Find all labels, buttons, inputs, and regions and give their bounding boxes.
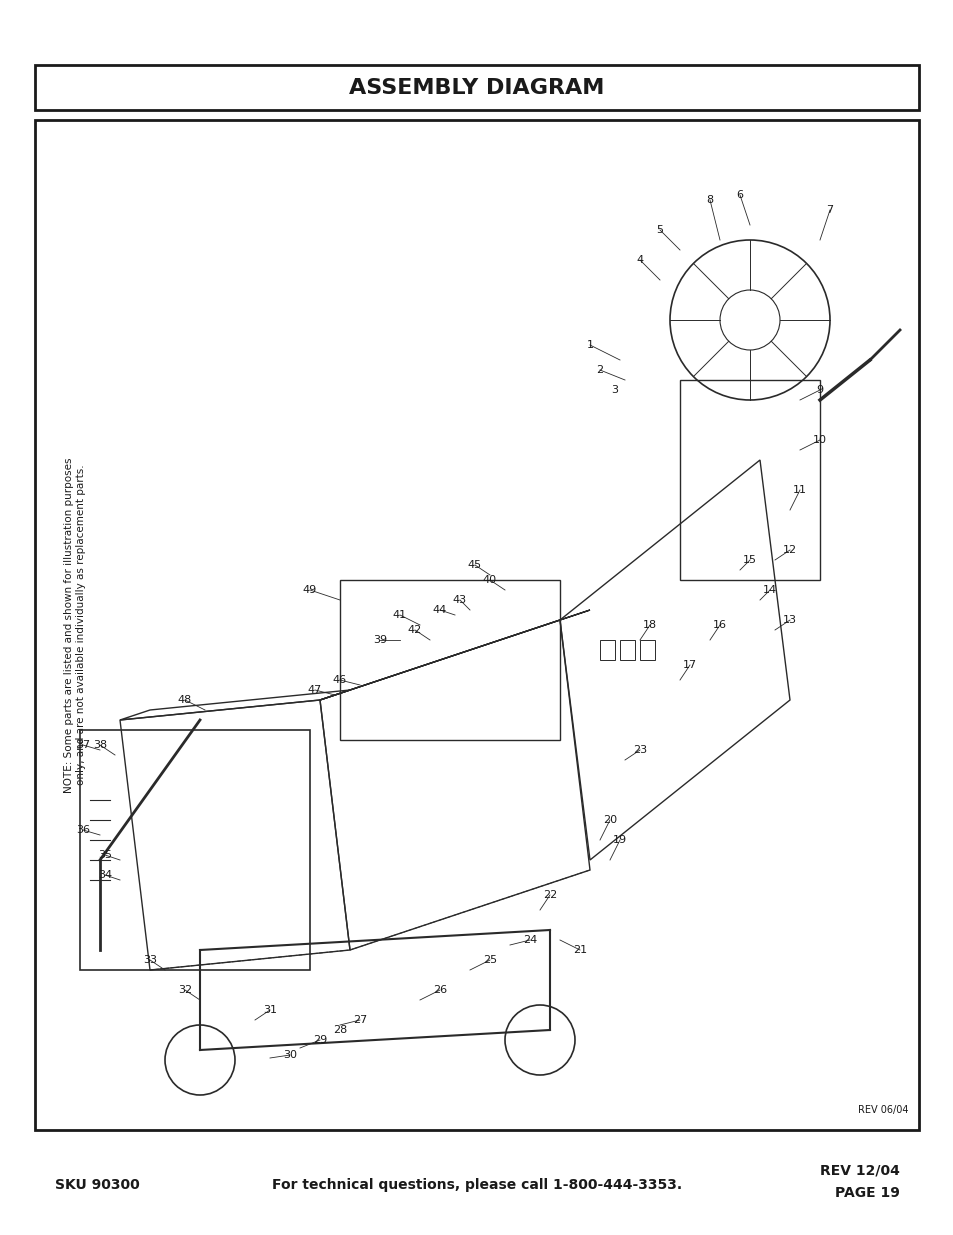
Bar	[619, 640, 635, 659]
Text: 20: 20	[602, 815, 617, 825]
Text: 29: 29	[313, 1035, 327, 1045]
Text: 36: 36	[76, 825, 90, 835]
Text: 7: 7	[825, 205, 833, 215]
Bar	[35, 65, 918, 110]
Text: 17: 17	[682, 659, 697, 671]
Text: 44: 44	[433, 605, 447, 615]
Bar	[35, 120, 918, 1130]
Text: 43: 43	[453, 595, 467, 605]
Text: 9: 9	[816, 385, 822, 395]
Text: 27: 27	[353, 1015, 367, 1025]
Text: 28: 28	[333, 1025, 347, 1035]
Text: 21: 21	[573, 945, 586, 955]
Text: 34: 34	[98, 869, 112, 881]
Bar	[679, 380, 820, 580]
Text: 41: 41	[393, 610, 407, 620]
Text: 24: 24	[522, 935, 537, 945]
Bar	[599, 640, 615, 659]
Text: 10: 10	[812, 435, 826, 445]
Text: 48: 48	[177, 695, 192, 705]
Bar	[639, 640, 655, 659]
Text: 5: 5	[656, 225, 662, 235]
Text: 42: 42	[408, 625, 421, 635]
Text: 1: 1	[586, 340, 593, 350]
Text: 26: 26	[433, 986, 447, 995]
Text: 35: 35	[98, 850, 112, 860]
Text: 40: 40	[482, 576, 497, 585]
Text: NOTE: Some parts are listed and shown for illustration purposes
only, and are no: NOTE: Some parts are listed and shown fo…	[64, 457, 86, 793]
Text: 38: 38	[92, 740, 107, 750]
Text: 6: 6	[736, 190, 742, 200]
Bar	[80, 730, 310, 969]
Text: 47: 47	[308, 685, 322, 695]
Text: 19: 19	[612, 835, 626, 845]
Text: REV 06/04: REV 06/04	[858, 1105, 908, 1115]
Text: ASSEMBLY DIAGRAM: ASSEMBLY DIAGRAM	[349, 78, 604, 98]
Text: 49: 49	[302, 585, 316, 595]
Bar	[339, 580, 559, 740]
Text: 46: 46	[333, 676, 347, 685]
Text: 16: 16	[712, 620, 726, 630]
Text: 37: 37	[76, 740, 90, 750]
Text: 30: 30	[283, 1050, 296, 1060]
Text: 2: 2	[596, 366, 603, 375]
Text: 39: 39	[373, 635, 387, 645]
Text: 25: 25	[482, 955, 497, 965]
Text: 15: 15	[742, 555, 757, 564]
Text: 31: 31	[263, 1005, 276, 1015]
Text: 8: 8	[706, 195, 713, 205]
Text: 45: 45	[468, 559, 481, 571]
Text: PAGE 19: PAGE 19	[834, 1186, 899, 1200]
Text: 23: 23	[632, 745, 646, 755]
Text: 33: 33	[143, 955, 157, 965]
Text: 4: 4	[636, 254, 643, 266]
Text: 32: 32	[178, 986, 192, 995]
Text: 18: 18	[642, 620, 657, 630]
Text: 13: 13	[782, 615, 796, 625]
Text: For technical questions, please call 1-800-444-3353.: For technical questions, please call 1-8…	[272, 1178, 681, 1192]
Text: SKU 90300: SKU 90300	[55, 1178, 139, 1192]
Text: 12: 12	[782, 545, 796, 555]
Text: 22: 22	[542, 890, 557, 900]
Text: 3: 3	[611, 385, 618, 395]
Text: 14: 14	[762, 585, 777, 595]
Text: REV 12/04: REV 12/04	[820, 1165, 899, 1178]
Text: 11: 11	[792, 485, 806, 495]
